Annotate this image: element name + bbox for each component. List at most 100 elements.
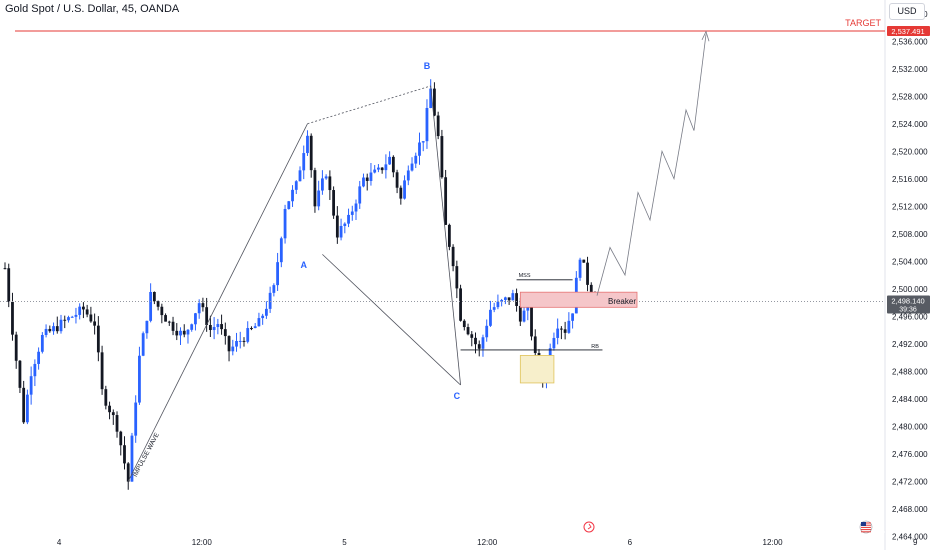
candle-body bbox=[563, 329, 567, 333]
y-tick-label: 2,516.000 bbox=[892, 175, 928, 184]
x-tick-label: 12:00 bbox=[477, 538, 498, 547]
candle-body bbox=[111, 412, 115, 416]
candle-body bbox=[182, 330, 186, 335]
candle-body bbox=[82, 306, 85, 310]
candle-body bbox=[477, 344, 481, 349]
candle-body bbox=[481, 337, 485, 349]
candle-body bbox=[40, 334, 44, 352]
candle-body bbox=[220, 324, 223, 330]
candle-body bbox=[201, 303, 205, 308]
candle-body bbox=[279, 238, 283, 263]
candle-body bbox=[208, 325, 212, 331]
candle-body bbox=[500, 299, 504, 302]
candle-body bbox=[347, 214, 350, 224]
candle-body bbox=[552, 337, 556, 349]
y-tick-label: 2,476.000 bbox=[892, 450, 928, 459]
pattern-point-c: C bbox=[454, 391, 461, 401]
candle-body bbox=[403, 180, 406, 199]
candle-body bbox=[119, 431, 123, 446]
candle-body bbox=[171, 321, 175, 331]
candle-body bbox=[548, 348, 552, 360]
candle-body bbox=[324, 176, 328, 179]
candle-body bbox=[175, 330, 179, 336]
y-tick-label: 2,508.000 bbox=[892, 230, 928, 239]
candle-body bbox=[343, 223, 347, 226]
candle-body bbox=[350, 211, 354, 215]
candle-body bbox=[503, 297, 507, 300]
candle-body bbox=[11, 301, 14, 335]
candle-body bbox=[559, 328, 563, 330]
candle-body bbox=[373, 169, 377, 173]
candle-body bbox=[223, 329, 227, 337]
candle-body bbox=[571, 313, 574, 321]
candle-body bbox=[261, 315, 265, 319]
candle-body bbox=[70, 316, 74, 318]
candle-body bbox=[108, 405, 111, 413]
replay-icon-arrow bbox=[587, 523, 592, 530]
candle-body bbox=[332, 190, 336, 216]
target-label: TARGET bbox=[845, 18, 881, 28]
candle-body bbox=[335, 215, 339, 238]
x-tick-label: 9 bbox=[913, 538, 918, 547]
candle-body bbox=[425, 107, 429, 142]
impulse-wave-label: IMPULSE WAVE bbox=[132, 431, 161, 478]
candle-body bbox=[436, 115, 440, 137]
candle-body bbox=[358, 186, 362, 204]
ac-line bbox=[322, 254, 461, 386]
candle-body bbox=[100, 352, 104, 390]
candle-body bbox=[377, 167, 380, 170]
candle-body bbox=[276, 262, 279, 286]
y-tick-label: 2,532.000 bbox=[892, 65, 928, 74]
y-tick-label: 2,492.000 bbox=[892, 340, 928, 349]
candle-body bbox=[134, 402, 138, 436]
y-tick-label: 2,500.000 bbox=[892, 285, 928, 294]
candle-body bbox=[250, 328, 253, 330]
candle-body bbox=[167, 321, 171, 323]
candle-body bbox=[287, 201, 291, 209]
y-tick-label: 2,524.000 bbox=[892, 120, 928, 129]
current-price-text: 2,498.140 bbox=[891, 297, 924, 306]
candle-body bbox=[212, 327, 216, 331]
x-tick-label: 4 bbox=[57, 538, 62, 547]
candle-body bbox=[511, 293, 515, 301]
pattern-point-a: A bbox=[300, 260, 307, 270]
candle-body bbox=[418, 142, 421, 156]
candle-body bbox=[59, 319, 63, 332]
candle-body bbox=[67, 317, 70, 321]
candle-body bbox=[459, 288, 462, 321]
candle-body bbox=[294, 181, 298, 190]
x-tick-label: 5 bbox=[342, 538, 347, 547]
candle-body bbox=[444, 177, 448, 225]
y-tick-label: 2,496.000 bbox=[892, 312, 928, 321]
candle-body bbox=[242, 340, 246, 342]
candle-body bbox=[507, 297, 511, 301]
candle-body bbox=[283, 208, 287, 239]
rb-label: RB bbox=[591, 344, 599, 350]
breaker-zone bbox=[519, 291, 638, 308]
candle-body bbox=[33, 363, 37, 377]
candle-body bbox=[388, 156, 392, 165]
currency-button[interactable]: USD bbox=[889, 3, 925, 20]
candle-body bbox=[37, 351, 41, 364]
candle-body bbox=[309, 135, 313, 171]
candle-body bbox=[18, 360, 22, 388]
candle-body bbox=[474, 337, 477, 345]
candle-body bbox=[205, 307, 209, 326]
candle-body bbox=[582, 259, 586, 263]
x-tick-label: 12:00 bbox=[763, 538, 784, 547]
candle-body bbox=[63, 319, 67, 321]
current-price-badge bbox=[887, 295, 930, 314]
candle-body bbox=[22, 387, 26, 423]
candle-body bbox=[186, 329, 190, 335]
candle-body bbox=[194, 313, 197, 325]
candle-body bbox=[328, 176, 332, 191]
candle-body bbox=[48, 328, 52, 332]
replay-icon[interactable] bbox=[583, 521, 595, 533]
y-tick-label: 2,484.000 bbox=[892, 395, 928, 404]
candle-body bbox=[14, 334, 18, 361]
us-flag-canton bbox=[861, 522, 866, 526]
candle-body bbox=[369, 172, 373, 181]
candle-body bbox=[44, 328, 48, 335]
